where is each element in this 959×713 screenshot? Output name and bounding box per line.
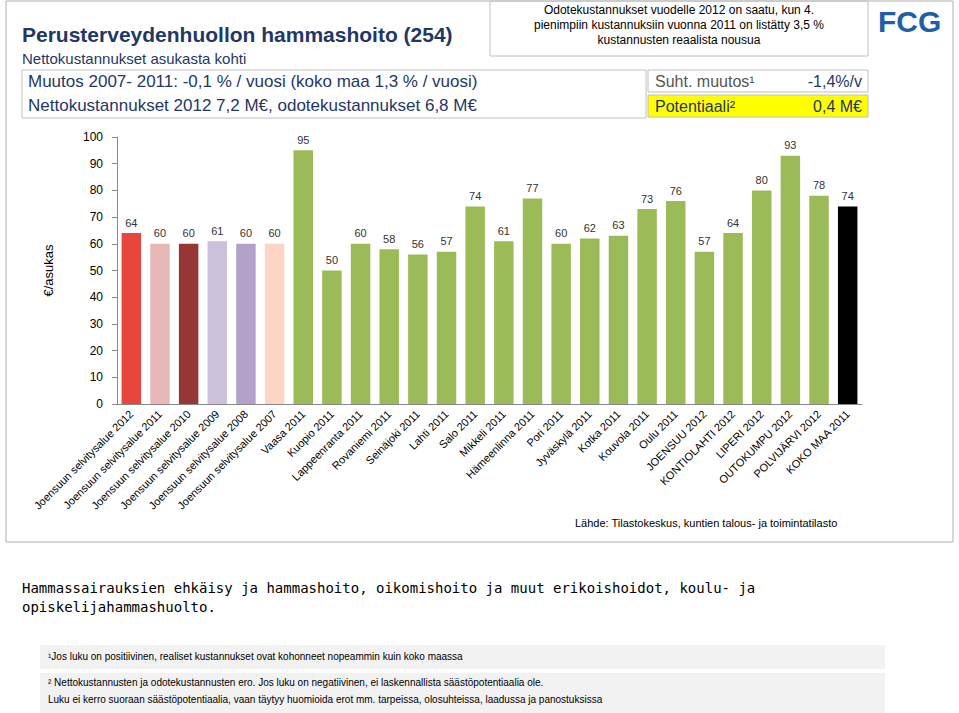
svg-text:50: 50 <box>326 254 338 266</box>
svg-text:Mikkeli 2011: Mikkeli 2011 <box>457 407 509 459</box>
svg-text:Lappeenranta 2011: Lappeenranta 2011 <box>289 407 365 484</box>
svg-text:Joensuun selvitysalue 2007: Joensuun selvitysalue 2007 <box>175 408 279 512</box>
svg-text:70: 70 <box>90 210 104 224</box>
svg-text:61: 61 <box>498 225 510 237</box>
svg-text:Hämeenlinna 2011: Hämeenlinna 2011 <box>464 408 537 481</box>
svg-text:57: 57 <box>440 235 452 247</box>
svg-text:Luku ei kerro suoraan säästöpo: Luku ei kerro suoraan säästöpotentiaalia… <box>48 694 603 705</box>
svg-text:76: 76 <box>670 185 682 197</box>
svg-text:20: 20 <box>90 344 104 358</box>
svg-text:Jyväskylä 2011: Jyväskylä 2011 <box>533 407 594 469</box>
svg-text:60: 60 <box>183 227 195 239</box>
svg-text:60: 60 <box>555 227 567 239</box>
svg-text:Nettokustannukset asukasta koh: Nettokustannukset asukasta kohti <box>22 50 246 67</box>
svg-text:95: 95 <box>297 134 309 146</box>
svg-text:62: 62 <box>584 222 596 234</box>
svg-text:Odotekustannukset vuodelle 201: Odotekustannukset vuodelle 2012 on saatu… <box>544 3 814 17</box>
svg-text:74: 74 <box>469 190 481 202</box>
svg-text:Vaasa 2011: Vaasa 2011 <box>258 407 308 457</box>
svg-text:Seinäjoki 2011: Seinäjoki 2011 <box>363 407 423 467</box>
svg-text:² Nettokustannusten ja odoteku: ² Nettokustannusten ja odotekustannusten… <box>48 677 543 688</box>
svg-text:56: 56 <box>412 238 424 250</box>
svg-text:64: 64 <box>125 217 137 229</box>
svg-text:90: 90 <box>90 157 104 171</box>
svg-text:KOKO MAA 2011: KOKO MAA 2011 <box>784 408 852 476</box>
svg-text:74: 74 <box>842 190 854 202</box>
svg-text:kustannusten reaalista nousua: kustannusten reaalista nousua <box>598 33 761 47</box>
svg-text:60: 60 <box>240 227 252 239</box>
svg-text:pienimpiin kustannuksiin vuonn: pienimpiin kustannuksiin vuonna 2011 on … <box>534 18 824 32</box>
svg-text:Kotka 2011: Kotka 2011 <box>575 407 623 455</box>
svg-text:78: 78 <box>813 179 825 191</box>
svg-text:opiskelijahammashuolto.: opiskelijahammashuolto. <box>22 599 216 615</box>
svg-text:Joensuun selvitysalue 2008: Joensuun selvitysalue 2008 <box>146 407 251 512</box>
svg-text:Potentiaali²: Potentiaali² <box>655 98 736 115</box>
svg-text:73: 73 <box>641 193 653 205</box>
svg-text:63: 63 <box>612 219 624 231</box>
svg-text:Perusterveydenhuollon hammasho: Perusterveydenhuollon hammashoito (254) <box>22 23 453 46</box>
svg-text:58: 58 <box>383 233 395 245</box>
svg-text:0,4 M€: 0,4 M€ <box>813 98 862 115</box>
svg-text:60: 60 <box>154 227 166 239</box>
svg-text:Pori 2011: Pori 2011 <box>524 407 566 449</box>
svg-text:Salo 2011: Salo 2011 <box>436 407 480 451</box>
svg-text:60: 60 <box>90 237 104 251</box>
svg-text:0: 0 <box>96 397 103 411</box>
svg-text:Lahti 2011: Lahti 2011 <box>406 407 451 452</box>
svg-text:Oulu 2011: Oulu 2011 <box>636 407 680 452</box>
svg-text:¹Jos luku on positiivinen, rea: ¹Jos luku on positiivinen, realiset kust… <box>48 651 463 662</box>
svg-text:60: 60 <box>268 227 280 239</box>
svg-text:Hammassairauksien ehkäisy ja h: Hammassairauksien ehkäisy ja hammashoito… <box>22 580 764 596</box>
svg-text:80: 80 <box>90 183 104 197</box>
svg-text:Lähde: Tilastokeskus, kuntien: Lähde: Tilastokeskus, kuntien talous- ja… <box>575 517 837 529</box>
svg-text:80: 80 <box>756 174 768 186</box>
svg-text:€/asukas: €/asukas <box>41 244 56 297</box>
svg-text:Suht. muutos¹: Suht. muutos¹ <box>655 73 755 90</box>
svg-text:Joensuun selvitysalue 2012: Joensuun selvitysalue 2012 <box>31 407 136 512</box>
svg-text:LIPERI 2012: LIPERI 2012 <box>713 407 766 461</box>
svg-text:60: 60 <box>354 227 366 239</box>
svg-text:Joensuun selvitysalue 2009: Joensuun selvitysalue 2009 <box>117 407 222 512</box>
svg-text:Nettokustannukset 2012 7,2 M€,: Nettokustannukset 2012 7,2 M€, odotekust… <box>28 96 477 115</box>
svg-text:POLVIJÄRVI 2012: POLVIJÄRVI 2012 <box>751 407 824 480</box>
svg-text:Kuopio 2011: Kuopio 2011 <box>284 407 337 460</box>
svg-text:64: 64 <box>727 217 739 229</box>
svg-text:77: 77 <box>526 182 538 194</box>
svg-text:10: 10 <box>90 370 104 384</box>
svg-text:57: 57 <box>698 235 710 247</box>
svg-text:50: 50 <box>90 264 104 278</box>
svg-text:Rovaniemi 2011: Rovaniemi 2011 <box>329 407 394 472</box>
svg-text:30: 30 <box>90 317 104 331</box>
svg-text:40: 40 <box>90 290 104 304</box>
svg-text:-1,4%/v: -1,4%/v <box>808 73 862 90</box>
svg-text:61: 61 <box>211 225 223 237</box>
svg-text:Muutos 2007- 2011: -0,1 % / vu: Muutos 2007- 2011: -0,1 % / vuosi (koko … <box>28 72 477 91</box>
svg-text:OUTOKUMPU 2012: OUTOKUMPU 2012 <box>716 407 795 486</box>
svg-text:Kouvola 2011: Kouvola 2011 <box>595 407 652 464</box>
svg-text:Joensuun selvitysalue 2011: Joensuun selvitysalue 2011 <box>60 407 165 512</box>
svg-text:FCG: FCG <box>878 5 941 38</box>
svg-text:100: 100 <box>83 130 103 144</box>
svg-text:JOENSUU 2012: JOENSUU 2012 <box>643 407 709 473</box>
svg-text:KONTIOLAHTI 2012: KONTIOLAHTI 2012 <box>657 407 738 488</box>
svg-text:Joensuun selvitysalue 2010: Joensuun selvitysalue 2010 <box>89 407 193 512</box>
svg-text:93: 93 <box>784 139 796 151</box>
